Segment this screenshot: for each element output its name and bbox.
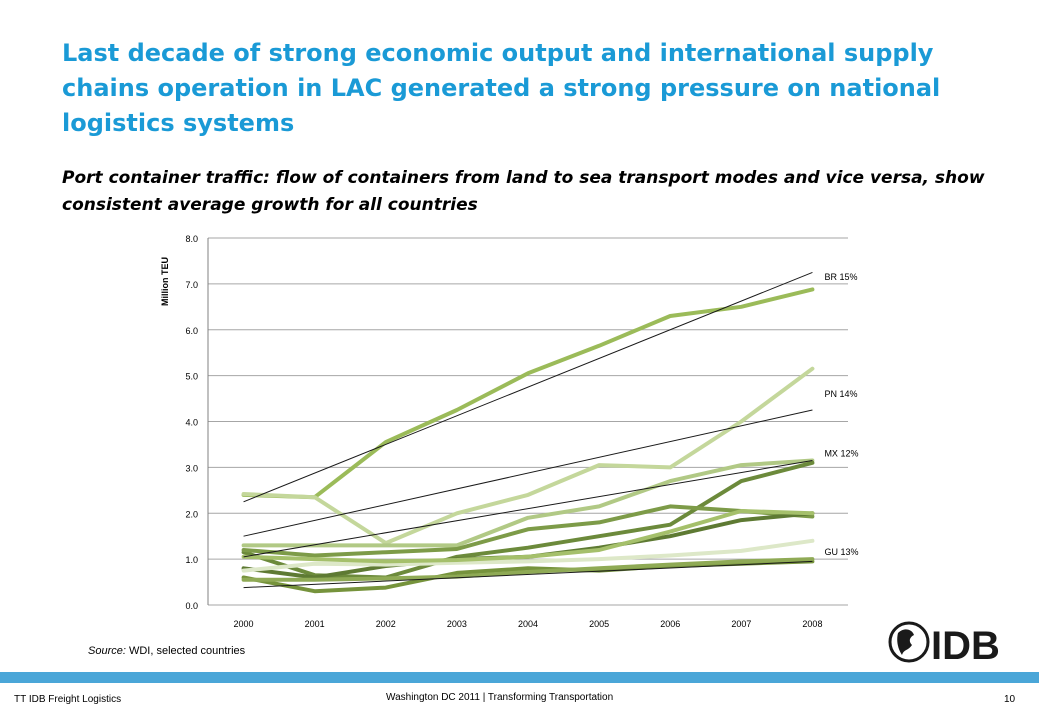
growth-annotation: PN 14% (824, 389, 857, 399)
y-tick-label: 2.0 (185, 509, 198, 519)
series-line-10 (241, 509, 815, 564)
globe-landmass (897, 629, 914, 655)
y-tick-label: 0.0 (185, 601, 198, 611)
y-tick-label: 1.0 (185, 555, 198, 565)
y-tick-label: 6.0 (185, 326, 198, 336)
trend-line-4 (243, 560, 813, 589)
source-note: Source: WDI, selected countries (88, 645, 245, 657)
x-tick-label: 2002 (376, 619, 396, 629)
slide-subtitle: Port container traffic: flow of containe… (62, 168, 985, 215)
source-text: WDI, selected countries (125, 645, 246, 657)
footer-bar (0, 672, 1039, 683)
source-label: Source: (88, 645, 126, 657)
series-line-1 (241, 287, 815, 500)
container-traffic-chart: 0.0 1.0 2.0 3.0 4.0 5.0 6.0 7.0 8.0 2000 2001 2002 2… (160, 234, 858, 629)
growth-annotation: BR 15% (824, 272, 857, 282)
x-tick-label: 2004 (518, 619, 538, 629)
logo-text: IDB (931, 624, 1000, 667)
trend-line-2 (243, 409, 813, 537)
y-tick-label: 3.0 (185, 463, 198, 473)
x-tick-label: 2005 (589, 619, 609, 629)
footer-left-text: TT IDB Freight Logistics (14, 694, 122, 705)
growth-annotation: GU 13% (824, 547, 858, 557)
x-tick-label: 2007 (731, 619, 751, 629)
series-line-5 (241, 504, 815, 558)
series-line-4 (241, 460, 815, 580)
footer-center-text: Washington DC 2011 | Transforming Transp… (386, 692, 614, 703)
idb-logo: IDB (888, 621, 1000, 667)
series-line-2 (241, 366, 815, 546)
slide-title: Last decade of strong economic output an… (62, 39, 941, 137)
y-tick-label: 5.0 (185, 372, 198, 382)
y-tick-label: 7.0 (185, 280, 198, 290)
y-axis-label: Million TEU (160, 257, 170, 306)
x-tick-label: 2001 (305, 619, 325, 629)
series-line-3 (241, 458, 815, 548)
y-tick-label: 8.0 (185, 234, 198, 244)
growth-annotation: MX 12% (824, 449, 858, 459)
x-tick-label: 2003 (447, 619, 467, 629)
x-tick-label: 2006 (660, 619, 680, 629)
y-tick-label: 4.0 (185, 418, 198, 428)
x-tick-label: 2008 (802, 619, 822, 629)
x-tick-label: 2000 (234, 619, 254, 629)
series-line-9 (241, 557, 815, 582)
globe-icon (888, 621, 930, 663)
page-number: 10 (1004, 694, 1016, 705)
trend-line-3 (243, 460, 813, 558)
trend-line-1 (243, 271, 813, 503)
series-line-8 (241, 538, 815, 573)
